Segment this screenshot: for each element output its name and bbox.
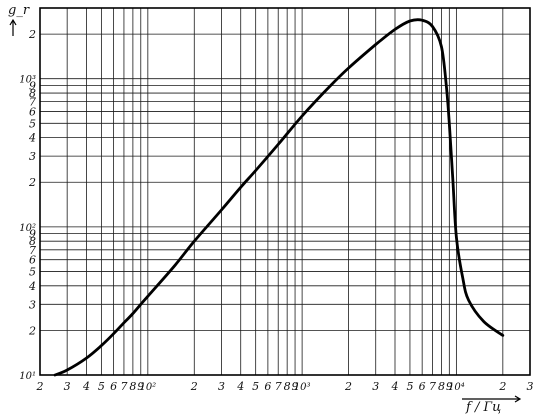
- y-axis-label-group: g_r: [8, 3, 30, 36]
- x-tick-label: 2: [190, 380, 198, 393]
- x-tick-label: 7: [429, 380, 436, 393]
- x-axis-arrow-icon: [462, 395, 522, 403]
- x-tick-label: 9: [446, 380, 453, 393]
- x-tick-label: 8: [438, 380, 445, 393]
- x-tick-label: 3: [64, 380, 71, 393]
- y-tick-label: 7: [29, 96, 36, 109]
- x-tick-label: 5: [252, 380, 259, 393]
- y-tick-label: 9: [29, 79, 36, 92]
- y-axis-arrow-icon: [9, 18, 17, 36]
- y-tick-label: 8: [29, 87, 36, 100]
- y-tick-label: 2: [28, 176, 36, 189]
- y-tick-label: 10²: [19, 223, 36, 234]
- x-tick-label: 6: [110, 380, 117, 393]
- x-tick-label: 9: [137, 380, 144, 393]
- plot-frame: [39, 7, 531, 376]
- x-tick-label: 2: [498, 380, 506, 393]
- x-tick-label: 6: [264, 380, 271, 393]
- y-tick-label: 2: [28, 324, 36, 337]
- y-tick-label: 3: [29, 150, 36, 163]
- x-tick-label: 7: [120, 380, 127, 393]
- series-line: [53, 18, 505, 377]
- y-tick-label: 5: [29, 265, 36, 278]
- x-tick-label: 7: [275, 380, 282, 393]
- x-tick-label: 6: [419, 380, 426, 393]
- x-tick-label: 4: [82, 380, 90, 393]
- y-tick-label: 8: [29, 235, 36, 248]
- y-tick-label: 4: [28, 132, 36, 145]
- x-tick-label: 9: [292, 380, 299, 393]
- y-tick-label: 6: [29, 254, 36, 267]
- x-tick-label: 5: [406, 380, 413, 393]
- y-tick-label: 4: [28, 280, 36, 293]
- y-tick-label: 3: [29, 298, 36, 311]
- x-tick-label: 8: [284, 380, 291, 393]
- y-tick-label: 10³: [19, 75, 36, 86]
- x-tick-label: 4: [236, 380, 244, 393]
- x-tick-label: 10⁴: [448, 382, 465, 393]
- grid: [39, 8, 531, 376]
- x-tick-label: 3: [527, 380, 534, 393]
- x-tick-label: 10²: [139, 382, 156, 393]
- x-tick-label: 3: [372, 380, 379, 393]
- x-tick-label: 5: [98, 380, 105, 393]
- x-axis-label-group: f / Гц: [462, 395, 522, 415]
- x-tick-label: 8: [129, 380, 136, 393]
- y-tick-label: 7: [29, 244, 36, 257]
- y-tick-label: 10¹: [19, 371, 36, 382]
- x-tick-label: 10³: [294, 382, 311, 393]
- x-tick-label: 3: [218, 380, 225, 393]
- y-tick-label: 5: [29, 117, 36, 130]
- y-tick-label: 6: [29, 106, 36, 119]
- x-tick-label: 4: [390, 380, 398, 393]
- y-axis-label: g_r: [8, 3, 30, 18]
- y-tick-label: 2: [28, 28, 36, 41]
- x-tick-label: 2: [36, 380, 44, 393]
- x-axis-label: f / Гц: [465, 400, 501, 415]
- x-tick-label: 2: [344, 380, 352, 393]
- y-tick-label: 9: [29, 228, 36, 241]
